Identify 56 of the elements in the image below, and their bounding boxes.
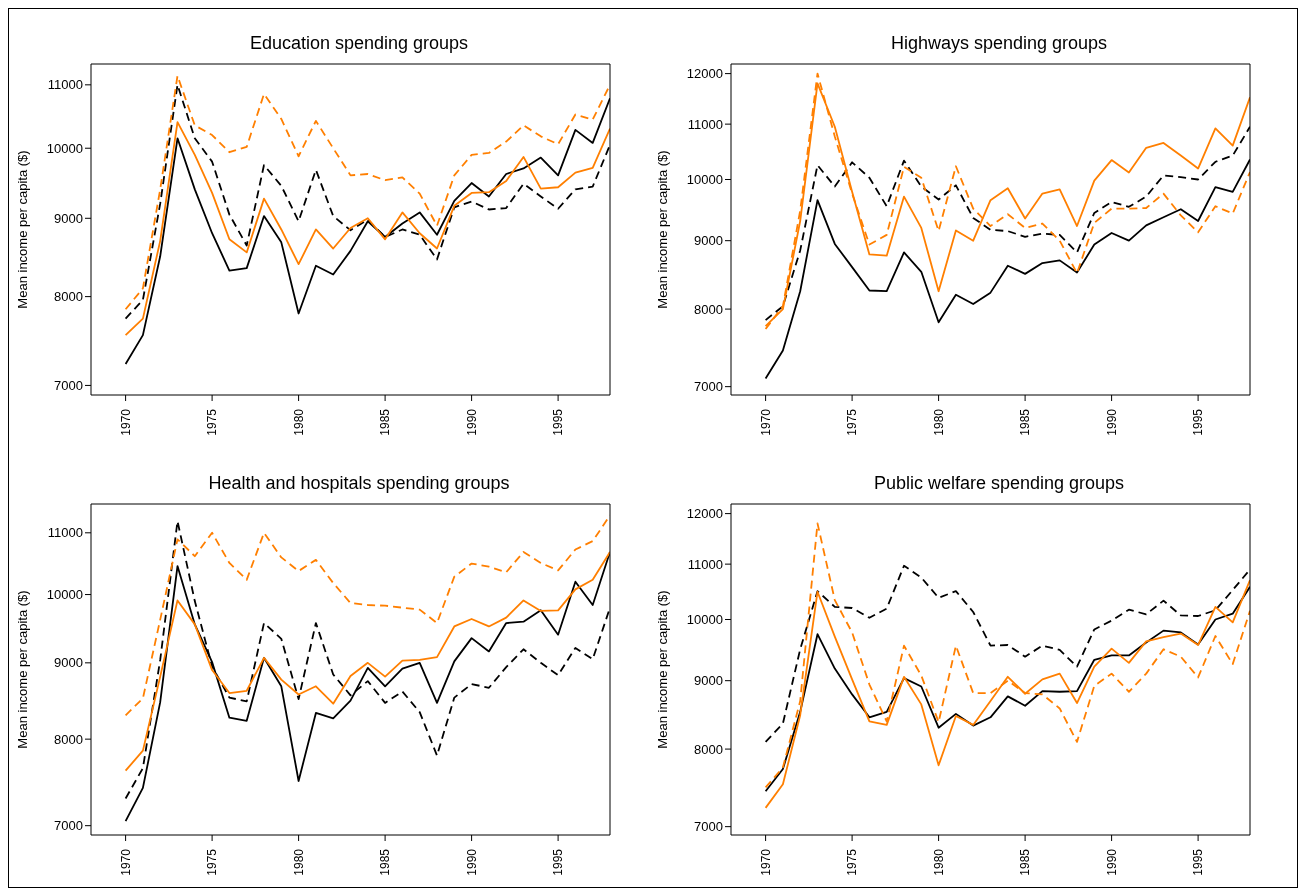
y-axis-title: Mean income per capita ($) — [654, 150, 670, 309]
x-tick-label: 1975 — [205, 848, 220, 876]
x-tick-label: 1985 — [1018, 408, 1033, 436]
y-tick-label: 9000 — [694, 233, 723, 249]
y-tick-label: 8000 — [694, 741, 723, 757]
x-tick-label: 1970 — [758, 848, 773, 876]
y-axis-title: Mean income per capita ($) — [14, 150, 30, 309]
line-series — [124, 551, 610, 772]
y-tick-label: 7000 — [694, 379, 723, 395]
x-tick-label: 1975 — [205, 408, 220, 436]
y-axis-title: Mean income per capita ($) — [654, 590, 670, 749]
y-tick-label: 11000 — [47, 525, 83, 541]
x-tick-label: 1985 — [378, 408, 393, 436]
y-tick-label: 11000 — [687, 556, 723, 572]
chart-title: Education spending groups — [248, 33, 470, 54]
x-tick-label: 1970 — [118, 408, 133, 436]
x-tick-label: 1975 — [845, 408, 860, 436]
x-tick-label: 1980 — [291, 848, 306, 876]
x-tick-label: 1970 — [758, 408, 773, 436]
y-tick-label: 9000 — [694, 673, 723, 689]
y-tick-label: 9000 — [54, 655, 83, 671]
x-tick-label: 1990 — [464, 848, 479, 876]
y-tick-label: 11000 — [47, 77, 83, 93]
y-tick-label: 10000 — [686, 172, 723, 188]
x-tick-label: 1990 — [1104, 848, 1119, 876]
chart-title: Health and hospitals spending groups — [207, 473, 511, 494]
y-tick-label: 8000 — [54, 289, 83, 305]
y-tick-label: 8000 — [694, 301, 723, 317]
x-tick-label: 1985 — [1018, 848, 1033, 876]
x-tick-label: 1985 — [378, 848, 393, 876]
line-series — [124, 121, 610, 337]
x-tick-label: 1980 — [931, 408, 946, 436]
x-tick-label: 1990 — [1104, 408, 1119, 436]
y-axis-title: Mean income per capita ($) — [14, 590, 30, 749]
chart-title: Highways spending groups — [889, 33, 1109, 54]
y-tick-label: 12000 — [686, 506, 723, 522]
y-tick-label: 7000 — [694, 819, 723, 835]
x-tick-label: 1980 — [931, 848, 946, 876]
y-tick-label: 10000 — [686, 612, 723, 628]
y-tick-label: 10000 — [46, 140, 83, 156]
y-tick-label: 9000 — [54, 210, 83, 226]
chart-title: Public welfare spending groups — [872, 473, 1126, 494]
x-tick-label: 1990 — [464, 408, 479, 436]
y-tick-label: 7000 — [54, 818, 83, 834]
y-tick-label: 12000 — [686, 66, 723, 82]
y-tick-label: 11000 — [687, 116, 723, 132]
x-tick-label: 1995 — [551, 848, 566, 876]
x-tick-label: 1975 — [845, 848, 860, 876]
x-tick-label: 1995 — [1191, 848, 1206, 876]
x-tick-label: 1995 — [551, 408, 566, 436]
y-tick-label: 8000 — [54, 731, 83, 747]
y-tick-label: 7000 — [54, 378, 83, 394]
x-tick-label: 1970 — [118, 848, 133, 876]
x-tick-label: 1995 — [1191, 408, 1206, 436]
x-tick-label: 1980 — [291, 408, 306, 436]
y-tick-label: 10000 — [46, 587, 83, 603]
